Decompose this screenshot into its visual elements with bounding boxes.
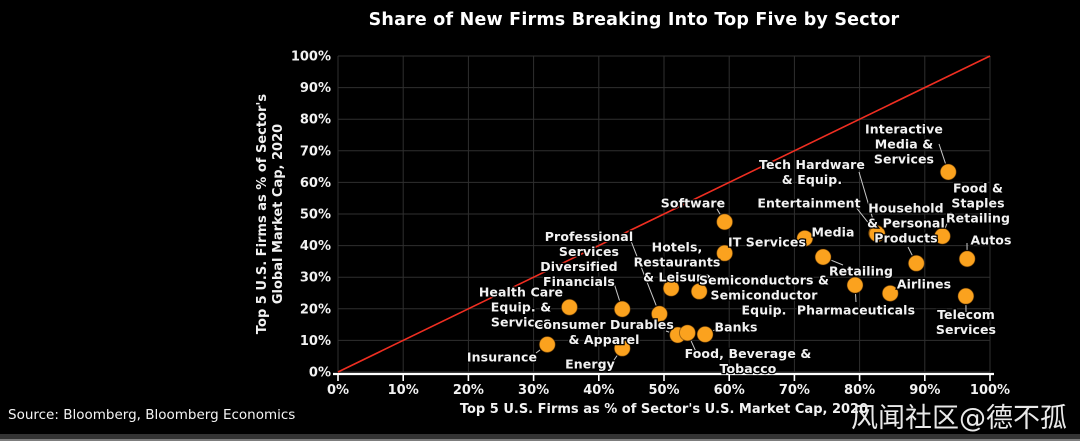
x-tick-label: 80% xyxy=(844,383,875,398)
point-label: IT Services xyxy=(728,234,806,249)
point-label: Retailing xyxy=(829,263,893,278)
window-bottom-edge xyxy=(0,439,1080,441)
x-axis xyxy=(333,372,994,381)
x-axis-title: Top 5 U.S. Firms as % of Sector's U.S. M… xyxy=(460,402,868,417)
y-tick-label: 60% xyxy=(300,176,331,191)
gridlines xyxy=(337,55,991,373)
point-label: Household & Personal Products xyxy=(867,200,945,245)
point-connector xyxy=(612,279,621,301)
point-connector xyxy=(858,171,876,226)
point-connector xyxy=(897,286,901,289)
y-tick-label: 100% xyxy=(291,50,331,65)
point-connector xyxy=(938,143,946,164)
point-connector xyxy=(907,246,913,256)
chart-title: Share of New Firms Breaking Into Top Fiv… xyxy=(368,10,900,30)
reference-line xyxy=(337,55,991,373)
point-dot xyxy=(662,279,680,297)
point-dot xyxy=(881,284,899,302)
point-label: Pharmaceuticals xyxy=(797,302,915,317)
window-bottom-bar xyxy=(0,434,1080,441)
point-dot xyxy=(560,298,578,316)
point-label: Professional Services xyxy=(545,229,633,259)
y-tick-label: 80% xyxy=(300,113,331,128)
point-dot xyxy=(814,248,832,266)
point-dot xyxy=(796,229,814,247)
watermark: 风闻社区@德不孤 xyxy=(851,403,1067,434)
x-tick-label: 20% xyxy=(453,383,484,398)
connector-lines xyxy=(535,143,968,361)
point-connector xyxy=(944,211,952,228)
point-label: Entertainment xyxy=(757,195,860,210)
point-label: Banks xyxy=(714,319,757,334)
point-label: Hotels, Restaurants & Leisure xyxy=(634,239,721,284)
y-axis-title-line: Global Market Cap, 2020 xyxy=(271,124,286,304)
x-tick-label: 60% xyxy=(714,383,745,398)
point-connector xyxy=(831,259,844,266)
y-axis-title-line: Top 5 U.S. Firms as % of Sector's xyxy=(255,94,270,334)
point-label: Airlines xyxy=(897,276,951,291)
point-label: Software xyxy=(661,195,725,210)
point-connector xyxy=(613,355,618,361)
x-tick-label: 90% xyxy=(909,383,940,398)
point-label: Autos xyxy=(970,232,1011,247)
x-tick-label: 100% xyxy=(970,383,1010,398)
y-tick-label: 30% xyxy=(300,271,331,286)
point-dot xyxy=(957,287,975,305)
x-tick-label: 70% xyxy=(779,383,810,398)
point-connector xyxy=(665,330,670,333)
point-label: Tech Hardware & Equip. xyxy=(759,157,865,187)
source-note: Source: Bloomberg, Bloomberg Economics xyxy=(8,407,296,423)
point-label: Food & Staples Retailing xyxy=(946,180,1010,225)
x-tick-label: 40% xyxy=(583,383,614,398)
point-label: Food, Beverage & Tobacco xyxy=(685,346,812,376)
point-dot xyxy=(939,163,957,181)
point-label: Semiconductors & Semiconductor Equip. xyxy=(699,272,829,317)
point-connector xyxy=(716,208,721,215)
point-dot xyxy=(716,244,734,262)
point-dot xyxy=(907,254,925,272)
point-dot xyxy=(613,300,631,318)
point-connector xyxy=(713,328,718,332)
point-dot xyxy=(690,282,708,300)
y-tick-label: 0% xyxy=(309,366,331,381)
point-dot xyxy=(716,213,734,231)
y-tick-label: 70% xyxy=(300,144,331,159)
x-tick-label: 50% xyxy=(648,383,679,398)
point-label: Interactive Media & Services xyxy=(865,121,943,166)
x-tick-label: 10% xyxy=(388,383,419,398)
point-label: Telecom Services xyxy=(936,307,996,337)
point-label: Insurance xyxy=(467,349,537,364)
y-tick-label: 50% xyxy=(300,208,331,223)
y-tick-label: 10% xyxy=(300,334,331,349)
point-dot xyxy=(868,225,886,243)
x-tick-label: 0% xyxy=(327,383,349,398)
point-dot xyxy=(538,336,556,354)
point-dot xyxy=(650,305,668,323)
point-label: Energy xyxy=(565,356,615,371)
point-dot xyxy=(678,324,696,342)
point-connector xyxy=(690,340,698,355)
point-connector xyxy=(676,277,681,282)
point-dot xyxy=(933,227,951,245)
data-points xyxy=(538,163,976,357)
y-tick-label: 90% xyxy=(300,81,331,96)
point-dot xyxy=(696,325,714,343)
point-dot xyxy=(846,276,864,294)
point-connector xyxy=(812,231,816,234)
y-tick-label: 20% xyxy=(300,302,331,317)
point-dot xyxy=(958,250,976,268)
point-label: Health Care Equip. & Services xyxy=(479,284,563,329)
point-label: Diversified Financials xyxy=(540,259,617,289)
point-label: Consumer Durables & Apparel xyxy=(534,317,674,347)
point-connector xyxy=(535,349,541,354)
point-connector xyxy=(854,205,872,227)
point-labels: Insurance Health Care Equip. & Services Ener… xyxy=(466,120,1013,377)
y-tick-label: 40% xyxy=(300,239,331,254)
point-label: Media xyxy=(811,224,854,239)
point-connector xyxy=(630,240,657,306)
point-dot xyxy=(613,339,631,357)
x-tick-label: 30% xyxy=(518,383,549,398)
